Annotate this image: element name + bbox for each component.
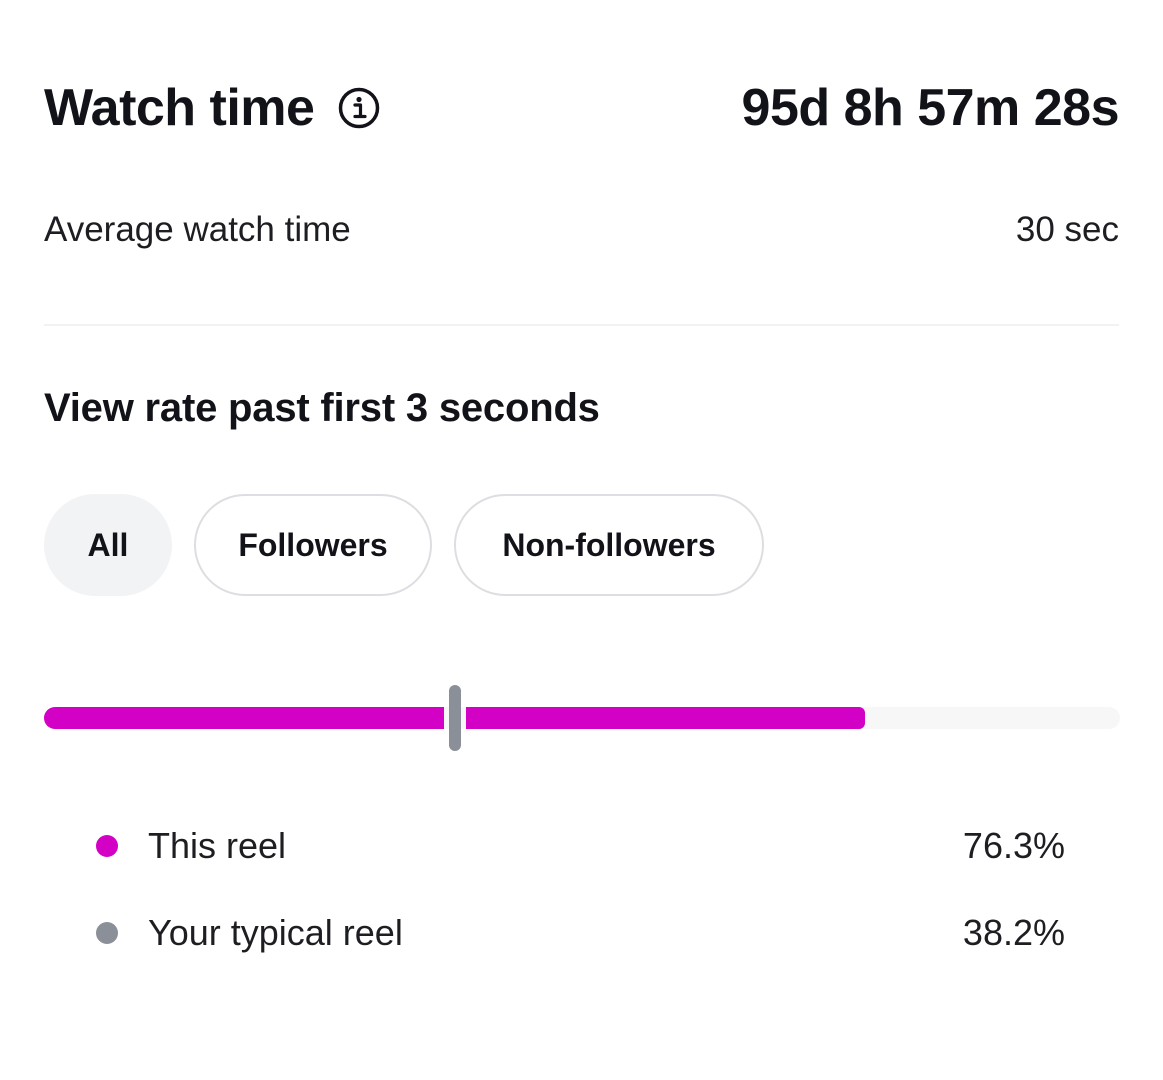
- typical-reel-dot-icon: [96, 922, 118, 944]
- typical-reel-value: 38.2%: [962, 912, 1065, 953]
- filter-chip-followers[interactable]: Followers: [194, 494, 432, 596]
- this-reel-bar-fill: [44, 707, 445, 729]
- view-rate-title: View rate past first 3 seconds: [44, 386, 600, 430]
- info-icon[interactable]: [338, 87, 380, 129]
- filter-chip-non-followers[interactable]: Non-followers: [454, 494, 764, 596]
- typical-reel-label: Your typical reel: [148, 912, 403, 953]
- this-reel-value: 76.3%: [962, 825, 1065, 866]
- watch-time-total: 95d 8h 57m 28s: [741, 79, 1120, 137]
- this-reel-dot-icon: [96, 835, 118, 857]
- average-watch-time-value: 30 sec: [1015, 210, 1119, 249]
- average-watch-time-row: Average watch time 30 sec: [44, 204, 1119, 256]
- this-reel-label: This reel: [148, 825, 287, 866]
- this-reel-bar-fill-remainder: [466, 707, 865, 729]
- audience-filter-chips: All Followers Non-followers: [44, 494, 764, 596]
- watch-time-header: Watch time 95d 8h 57m 28s: [44, 72, 1120, 144]
- watch-time-title: Watch time: [44, 79, 315, 137]
- legend-row-this-reel: This reel 76.3%: [96, 820, 1065, 872]
- watch-time-title-group: Watch time: [44, 78, 380, 138]
- average-watch-time-label: Average watch time: [44, 210, 351, 249]
- legend-row-typical-reel: Your typical reel 38.2%: [96, 907, 1065, 959]
- filter-chip-all[interactable]: All: [44, 494, 172, 596]
- divider: [44, 324, 1119, 326]
- typical-reel-marker: [449, 685, 462, 751]
